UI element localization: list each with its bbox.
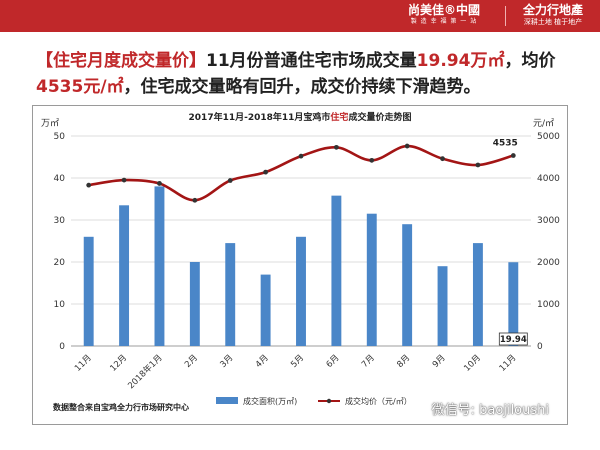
brand-logo-shangmeijia: 尚美佳®中國 製 造 幸 福 第 一 站	[407, 3, 480, 25]
chart-container: 2017年11月-2018年11月宝鸡市住宅成交量价走势图 万㎡ 元/㎡ 数据整…	[32, 105, 568, 425]
brand-divider	[505, 6, 506, 26]
price-point	[86, 182, 92, 188]
headline-tag: 【住宅月度成交量价】	[36, 51, 206, 71]
brand-logo-quanlixing: 全力行地產 深耕土地 植于地产	[522, 3, 583, 26]
area-data-label: 19.94	[500, 335, 527, 345]
x-axis-tick: 10月	[462, 353, 483, 374]
x-axis-tick: 6月	[325, 353, 342, 370]
area-data-label-box	[498, 332, 528, 346]
headline-text-1: 11月份普通住宅市场成交量	[206, 51, 417, 71]
price-point	[510, 153, 516, 158]
legend-swatch-area	[216, 397, 238, 404]
price-point	[263, 169, 269, 175]
price-point	[192, 197, 198, 203]
bar	[119, 205, 130, 346]
wechat-id: 微信号: baojiloushi	[431, 403, 549, 418]
left-axis-unit: 万㎡	[41, 118, 59, 129]
bar	[83, 236, 94, 346]
price-volume-chart: 2017年11月-2018年11月宝鸡市住宅成交量价走势图 万㎡ 元/㎡ 数据整…	[41, 111, 560, 412]
bar	[260, 274, 271, 346]
left-axis-tick: 30	[54, 216, 66, 226]
price-point	[333, 144, 339, 150]
x-axis-tick: 7月	[360, 353, 377, 370]
x-axis-tick: 11月	[73, 353, 94, 374]
price-point	[227, 178, 233, 183]
x-axis-tick: 12月	[108, 353, 129, 374]
price-point	[157, 181, 162, 186]
right-axis-unit: 元/㎡	[533, 118, 554, 129]
headline-text-3: ，住宅成交量略有回升，成交价持续下滑趋势。	[123, 77, 481, 97]
price-data-label: 4535	[493, 139, 518, 149]
x-axis-tick: 5月	[289, 353, 306, 370]
price-point	[369, 157, 375, 163]
legend-label-price: 成交均价（元/㎡）	[345, 396, 412, 406]
chart-title: 2017年11月-2018年11月宝鸡市住宅成交量价走势图	[189, 111, 412, 123]
bar	[366, 213, 377, 346]
right-axis-tick: 1000	[537, 300, 560, 310]
right-axis-tick: 3000	[537, 216, 560, 226]
x-axis-tick: 8月	[395, 353, 412, 370]
headline-text-2: ，均价	[504, 51, 556, 71]
price-point	[440, 156, 445, 162]
bar	[331, 195, 342, 346]
price-point	[475, 162, 481, 168]
bar	[154, 186, 165, 346]
right-axis-tick: 5000	[537, 132, 560, 142]
bar	[189, 262, 200, 346]
bar	[437, 266, 448, 346]
bar	[296, 236, 306, 346]
bar	[508, 262, 519, 346]
left-axis-tick: 50	[54, 132, 66, 142]
legend-marker-price	[326, 398, 332, 404]
legend-label-area: 成交面积(万㎡)	[243, 396, 297, 406]
headline: 【住宅月度成交量价】11月份普通住宅市场成交量19.94万㎡，均价 4535元/㎡…	[36, 48, 576, 100]
right-axis-tick: 2000	[537, 258, 560, 268]
x-axis-tick: 4月	[254, 353, 271, 370]
x-axis-tick: 2018年1月	[126, 352, 165, 391]
left-axis-tick: 40	[54, 174, 66, 184]
bar	[402, 224, 413, 346]
price-point	[404, 143, 410, 149]
x-axis-tick: 11月	[498, 353, 519, 374]
right-axis-tick: 0	[537, 342, 543, 352]
price-point	[121, 177, 127, 183]
header-bar: 尚美佳®中國 製 造 幸 福 第 一 站 全力行地產 深耕土地 植于地产	[0, 0, 600, 32]
bar	[225, 243, 236, 346]
right-axis-tick: 4000	[537, 174, 560, 184]
bar	[472, 243, 483, 346]
headline-area: 19.94万㎡	[416, 51, 505, 71]
left-axis-tick: 0	[59, 342, 65, 352]
source-note: 数据整合来自宝鸡全力行市场研究中心	[53, 402, 189, 412]
headline-price: 4535元/㎡	[36, 77, 124, 97]
left-axis-tick: 10	[54, 300, 66, 310]
x-axis-tick: 3月	[218, 353, 235, 370]
x-axis-tick: 9月	[431, 353, 448, 370]
x-axis-tick: 2月	[183, 353, 200, 370]
price-point	[298, 153, 304, 159]
left-axis-tick: 20	[54, 258, 66, 268]
